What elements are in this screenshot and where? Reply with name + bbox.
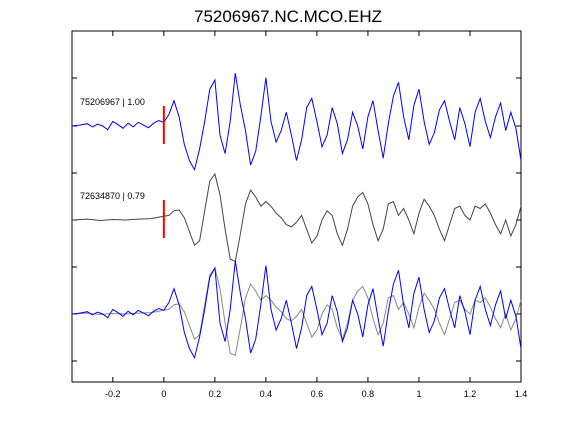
x-tick-label: 0.6 — [311, 389, 324, 399]
trace-labels: 75206967 | 1.00 72634870 | 0.79 — [80, 97, 145, 201]
x-tick-label: 1.2 — [464, 389, 477, 399]
overlay-blue-line — [71, 261, 522, 360]
x-tick-label: -0.2 — [105, 389, 121, 399]
trace-2-line — [71, 172, 522, 263]
trace-label-1: 75206967 | 1.00 — [80, 97, 145, 107]
x-tick-label: 0.2 — [209, 389, 222, 399]
x-tick-label: 0.8 — [362, 389, 375, 399]
traces-group — [71, 73, 522, 360]
x-tick-label: 0.4 — [260, 389, 273, 399]
x-tick-label: 1 — [416, 389, 421, 399]
x-axis: -0.2 0 0.2 0.4 0.6 0.8 1 1.2 1.4 — [72, 30, 528, 399]
trace-1-line — [71, 73, 522, 172]
trace-label-2: 72634870 | 0.79 — [80, 191, 145, 201]
overlay-gray-line — [71, 266, 522, 357]
plot-frame — [71, 30, 522, 383]
x-tick-label: 1.4 — [515, 389, 528, 399]
x-tick-label: 0 — [161, 389, 166, 399]
chart-title: 75206967.NC.MCO.EHZ — [194, 7, 382, 26]
